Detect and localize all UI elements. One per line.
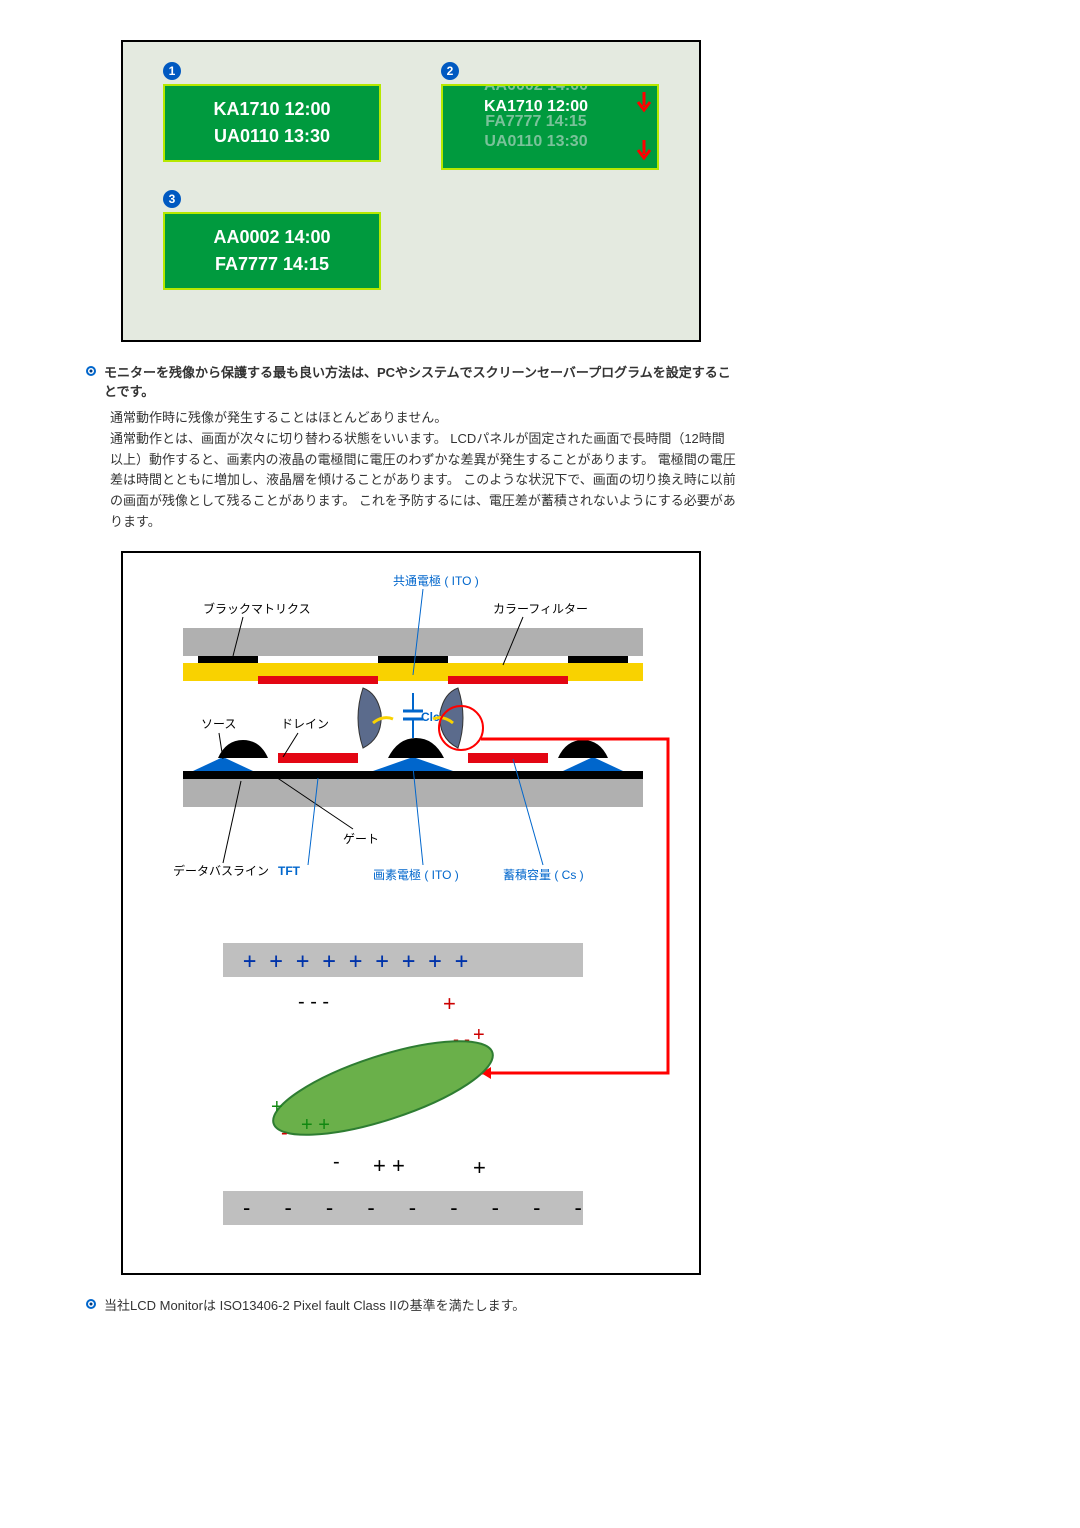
figure-lcd-cross-section: 共通電極 ( ITO ) ブラックマトリクス カラーフィルター (121, 551, 701, 1275)
svg-text:- - -: - - - (298, 991, 329, 1013)
panel-2-fade-top: AA0002 14:00 (443, 84, 629, 97)
panel-3-box: AA0002 14:00 FA7777 14:15 (163, 212, 381, 290)
svg-text:+: + (271, 1096, 283, 1118)
svg-text:+ +: + + (301, 1114, 330, 1136)
svg-text:-: - (333, 1151, 340, 1173)
bullet-icon (86, 1299, 96, 1314)
panel-1-box: KA1710 12:00 UA0110 13:30 (163, 84, 381, 162)
svg-text:-: - (281, 1122, 288, 1144)
label-storage-cap: 蓄積容量 ( Cs ) (503, 867, 584, 882)
label-gate: ゲート (343, 832, 379, 846)
panel-2-badge: 2 (441, 62, 459, 80)
label-source: ソース (201, 717, 236, 731)
panel-1-line-1: UA0110 13:30 (177, 123, 367, 150)
lc-tilt-diagram: + + + + + + + + + - - - + - - + + + - + … (223, 943, 596, 1225)
svg-text:+: + (443, 991, 456, 1016)
panel-2-scroll-arrows (635, 92, 653, 162)
svg-text:+ + + + + + + + +: + + + + + + + + + (243, 949, 468, 974)
label-tft: TFT (278, 864, 301, 878)
panel-1-badge: 1 (163, 62, 181, 80)
panel-3-line-1: FA7777 14:15 (177, 251, 367, 278)
svg-text:- - - - - - - - -: - - - - - - - - - (243, 1195, 596, 1220)
bullet-icon (86, 366, 96, 400)
label-data-bus: データバスライン (173, 863, 269, 878)
label-drain: ドレイン (281, 717, 329, 731)
panel-3-badge: 3 (163, 190, 181, 208)
bullet-2: 当社LCD Monitorは ISO13406-2 Pixel fault Cl… (86, 1295, 736, 1314)
panel-1-line-0: KA1710 12:00 (177, 96, 367, 123)
label-common-electrode: 共通電極 ( ITO ) (393, 573, 479, 588)
body-paragraph-1: 通常動作時に残像が発生することはほとんどありません。 通常動作とは、画面が次々に… (110, 408, 736, 533)
bullet-2-text: 当社LCD Monitorは ISO13406-2 Pixel fault Cl… (104, 1295, 525, 1314)
bullet-1-text: モニターを残像から保護する最も良い方法は、PCやシステムでスクリーンセーバープロ… (104, 362, 736, 400)
bullet-1: モニターを残像から保護する最も良い方法は、PCやシステムでスクリーンセーバープロ… (86, 362, 736, 400)
svg-text:+: + (473, 1155, 486, 1180)
figure-display-boards: 1 KA1710 12:00 UA0110 13:30 2 AA0002 14:… (121, 40, 701, 342)
panel-2-box: AA0002 14:00 KA1710 12:00 FA7777 14:15 U… (441, 84, 659, 170)
label-color-filter: カラーフィルター (493, 602, 588, 616)
svg-text:+ +: + + (373, 1153, 405, 1178)
panel-2-mid-2: FA7777 14:15 (443, 112, 629, 133)
panel-2-fade-bottom: UA0110 13:30 (443, 132, 629, 153)
panel-3-line-0: AA0002 14:00 (177, 224, 367, 251)
label-pixel-electrode: 画素電極 ( ITO ) (373, 867, 459, 882)
label-black-matrix: ブラックマトリクス (203, 601, 311, 616)
